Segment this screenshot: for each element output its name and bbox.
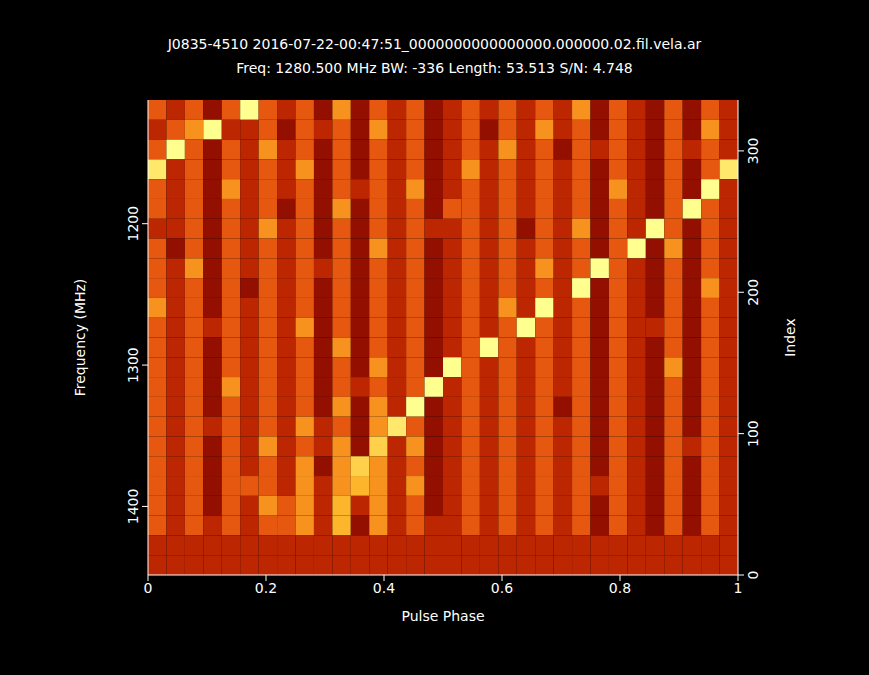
svg-text:0.4: 0.4 — [373, 580, 395, 596]
svg-text:0.2: 0.2 — [255, 580, 277, 596]
svg-text:Pulse Phase: Pulse Phase — [401, 608, 484, 624]
svg-text:0.8: 0.8 — [609, 580, 631, 596]
svg-text:Index: Index — [782, 318, 798, 357]
svg-text:200: 200 — [745, 279, 761, 306]
svg-text:1: 1 — [734, 580, 743, 596]
svg-text:0.6: 0.6 — [491, 580, 513, 596]
svg-text:100: 100 — [745, 420, 761, 447]
svg-text:0: 0 — [745, 571, 761, 580]
html-text:Freq: 1280.500 MHz BW: -336 Le: Freq: 1280.500 MHz BW: -336 Length: 53.5… — [236, 60, 633, 76]
svg-text:1300: 1300 — [125, 347, 141, 383]
svg-text:1200: 1200 — [125, 206, 141, 242]
svg-text:1400: 1400 — [125, 489, 141, 525]
svg-text:Frequency (MHz): Frequency (MHz) — [72, 279, 88, 397]
html-text:J0835-4510 2016-07-22-00:47:51: J0835-4510 2016-07-22-00:47:51_000000000… — [167, 36, 702, 52]
svg-text:0: 0 — [144, 580, 153, 596]
svg-text:300: 300 — [745, 138, 761, 165]
